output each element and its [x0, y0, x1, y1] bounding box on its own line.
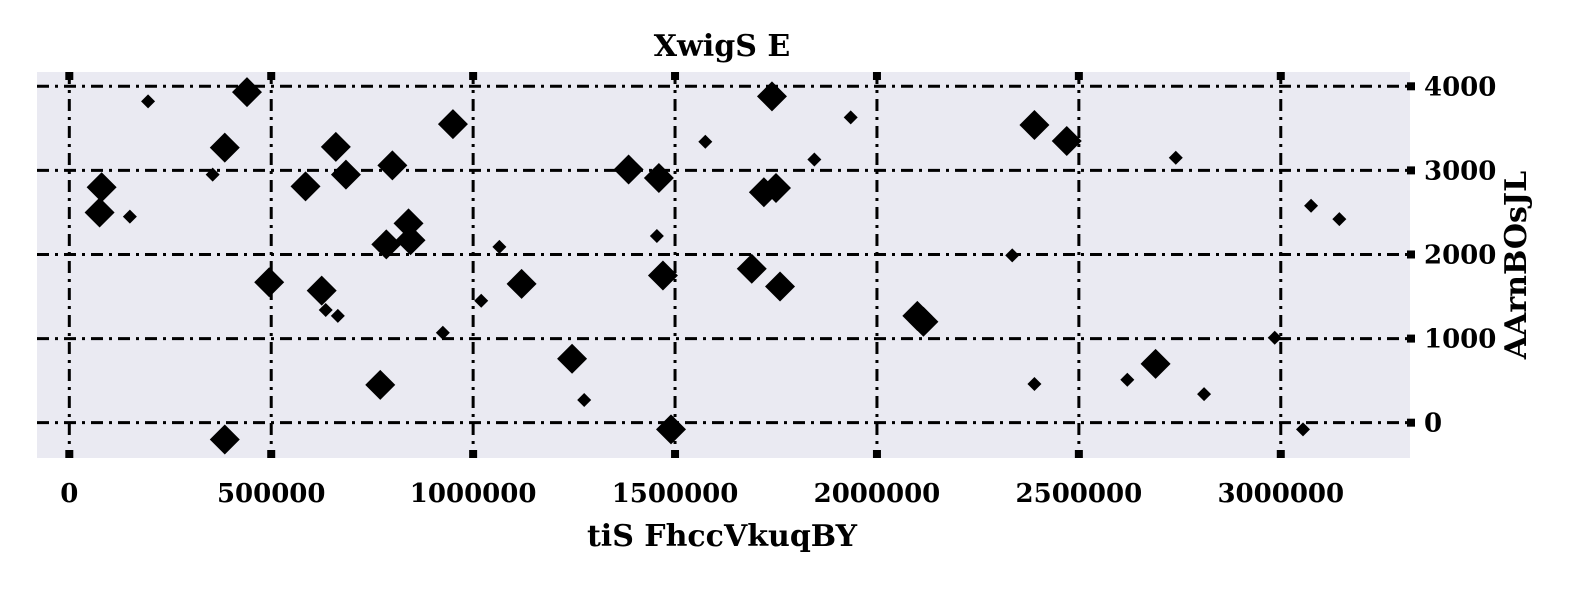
y-tick-right: [1407, 250, 1415, 259]
x-tick-label: 1000000: [410, 479, 537, 509]
scatter-point: [318, 302, 333, 317]
x-tick-label: 2000000: [814, 479, 941, 509]
scatter-point: [1051, 125, 1082, 156]
scatter-point: [231, 77, 262, 108]
y-tick-label: 1000: [1424, 325, 1496, 355]
scatter-point: [371, 229, 402, 260]
scatter-point: [577, 392, 592, 407]
scatter-point: [1027, 376, 1042, 391]
scatter-point: [557, 343, 588, 374]
scatter-point: [320, 131, 351, 162]
scatter-point: [330, 308, 345, 323]
y-tick-label: 0: [1424, 409, 1442, 439]
plot-background: [37, 72, 1410, 458]
x-tick-bottom: [872, 450, 881, 458]
y-tick-right: [1407, 166, 1415, 175]
scatter-point: [209, 424, 240, 455]
x-tick-top: [671, 72, 680, 80]
scatter-point: [643, 162, 674, 193]
x-tick-label: 1500000: [612, 479, 739, 509]
x-tick-bottom: [1276, 450, 1285, 458]
y-tick-label: 3000: [1424, 156, 1496, 186]
scatter-point: [1295, 422, 1310, 437]
scatter-point: [1019, 109, 1050, 140]
x-tick-top: [1074, 72, 1083, 80]
chart-title: XwigS E: [654, 29, 790, 64]
grid-lines: [37, 72, 1410, 458]
scatter-point: [736, 253, 767, 284]
x-tick-bottom: [469, 450, 478, 458]
scatter-point: [656, 414, 687, 445]
x-tick-top: [267, 72, 276, 80]
scatter-point: [84, 197, 115, 228]
scatter-point: [613, 154, 644, 185]
scatter-point: [908, 306, 939, 337]
scatter-point: [122, 209, 137, 224]
x-tick-top: [65, 72, 74, 80]
scatter-point: [209, 132, 240, 163]
scatter-point: [205, 167, 220, 182]
x-tick-label: 2500000: [1016, 479, 1143, 509]
scatter-point: [492, 239, 507, 254]
x-axis-label: tiS FhccVkuqBY: [587, 519, 858, 554]
data-points: [84, 77, 1347, 455]
x-tick-bottom: [267, 450, 276, 458]
scatter-point: [330, 159, 361, 190]
scatter-point: [698, 134, 713, 149]
scatter-point: [843, 110, 858, 125]
scatter-point: [377, 150, 408, 181]
scatter-point: [765, 271, 796, 302]
scatter-point: [1005, 248, 1020, 263]
x-tick-bottom: [671, 450, 680, 458]
x-tick-label: 0: [60, 479, 78, 509]
scatter-point: [474, 293, 489, 308]
scatter-point: [395, 225, 426, 256]
scatter-point: [306, 275, 337, 306]
scatter-point: [807, 152, 822, 167]
y-axis-label: AArnBOsJL: [1499, 171, 1534, 360]
scatter-point: [1168, 150, 1183, 165]
x-tick-label: 500000: [217, 479, 326, 509]
scatter-point: [141, 94, 156, 109]
x-tick-top: [1276, 72, 1285, 80]
scatter-point: [649, 228, 664, 243]
scatter-point: [290, 171, 321, 202]
scatter-point: [647, 260, 678, 291]
scatter-point: [1140, 348, 1171, 379]
scatter-point: [1197, 387, 1212, 402]
scatter-point: [1332, 212, 1347, 227]
y-tick-label: 4000: [1424, 72, 1496, 102]
scatter-point: [437, 109, 468, 140]
scatter-point: [506, 268, 537, 299]
y-tick-label: 2000: [1424, 240, 1496, 270]
scatter-point: [760, 173, 791, 204]
scatter-point: [756, 81, 787, 112]
scatter-point: [86, 172, 117, 203]
y-tick-right: [1407, 418, 1415, 427]
x-tick-label: 3000000: [1217, 479, 1344, 509]
scatter-point: [365, 369, 396, 400]
y-tick-right: [1407, 82, 1415, 91]
x-tick-top: [469, 72, 478, 80]
scatter-point: [435, 325, 450, 340]
axis-ticks: [65, 72, 1415, 458]
y-tick-right: [1407, 334, 1415, 343]
scatter-point: [1267, 330, 1282, 345]
x-tick-labels: 0 500000 1000000 1500000 2000000 2500000 30000…: [60, 479, 1344, 509]
x-tick-bottom: [65, 450, 74, 458]
x-tick-top: [872, 72, 881, 80]
scatter-point: [1120, 372, 1135, 387]
x-tick-bottom: [1074, 450, 1083, 458]
y-tick-labels: 0 1000 2000 3000 4000: [1424, 72, 1496, 438]
scatter-point: [254, 267, 285, 298]
scatter-point: [1304, 198, 1319, 213]
